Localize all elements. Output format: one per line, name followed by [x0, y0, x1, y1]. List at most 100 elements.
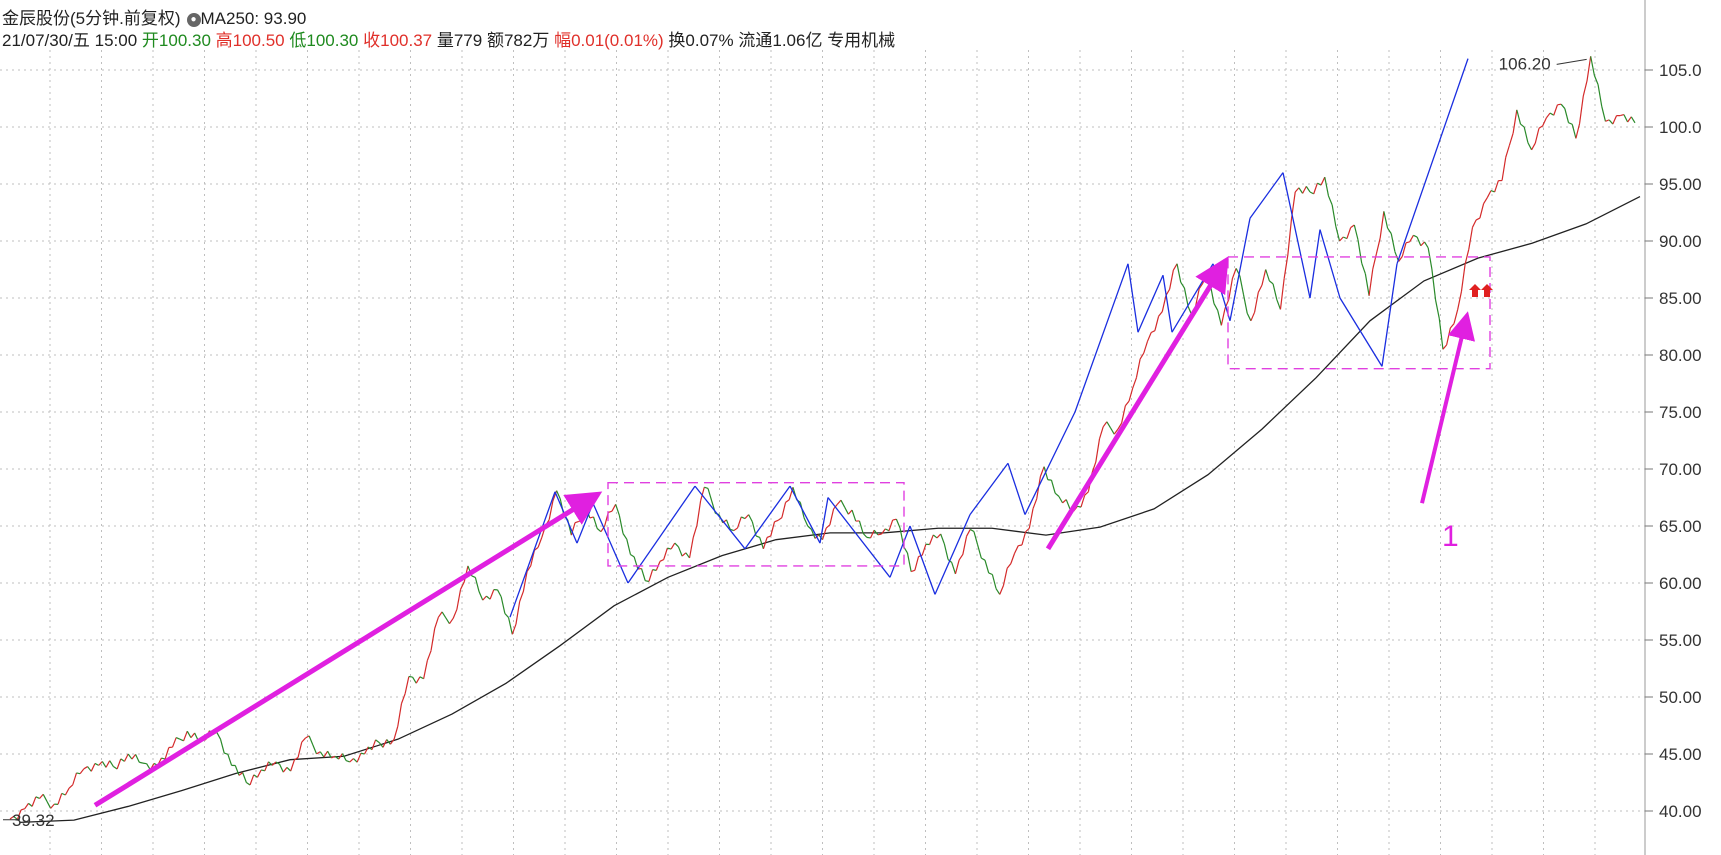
price-segment	[981, 557, 986, 561]
price-segment	[1176, 263, 1182, 283]
quote-bar: 21/07/30/五 15:00 开100.30 高100.50 低100.30…	[2, 26, 895, 51]
price-segment	[183, 730, 188, 742]
price-segment	[1098, 426, 1104, 440]
price-segment	[725, 519, 731, 530]
price-segment	[611, 504, 617, 512]
price-segment	[1401, 242, 1407, 257]
price-segment	[371, 739, 377, 750]
price-segment	[984, 560, 990, 574]
price-segment	[452, 609, 458, 619]
price-segment	[334, 755, 340, 760]
y-axis: 105.0 100.0 95.00 90.00 85.00 80.00 75.00 70.00…	[1644, 0, 1702, 855]
price-segment	[323, 750, 329, 758]
price-segment	[929, 534, 934, 545]
y-tick-label: 65.00	[1659, 517, 1702, 536]
price-segment	[615, 504, 620, 516]
turnover-value: 换0.07%	[668, 31, 734, 50]
price-segment	[618, 515, 624, 534]
price-segment	[692, 525, 698, 538]
swing-line	[1007, 463, 1026, 515]
price-segment	[415, 676, 421, 684]
price-segment	[869, 529, 875, 539]
y-tick-label: 40.00	[1659, 802, 1702, 821]
price-segment	[234, 765, 240, 776]
price-segment	[1623, 114, 1629, 123]
price-segment	[659, 559, 664, 562]
swing-line	[909, 525, 936, 595]
price-segment	[552, 490, 558, 502]
price-segment	[1590, 56, 1595, 76]
price-segment	[72, 772, 78, 785]
price-segment	[1468, 227, 1474, 250]
price-segment	[1287, 218, 1293, 255]
swing-line	[744, 485, 791, 550]
price-segment	[500, 596, 506, 614]
swing-line	[1074, 263, 1129, 413]
swing-line	[1024, 411, 1076, 515]
price-segment	[1531, 142, 1536, 151]
price-segment	[1246, 313, 1252, 322]
swing-line	[1229, 218, 1251, 321]
price-segment	[1183, 287, 1189, 307]
price-segment	[13, 815, 18, 820]
price-segment	[888, 519, 894, 531]
price-segment	[688, 537, 694, 559]
price-segment	[404, 676, 410, 694]
price-segment	[1383, 211, 1389, 229]
price-segment	[1486, 190, 1492, 198]
swing-line	[694, 485, 746, 550]
price-segment	[175, 737, 181, 740]
low-label: 低	[289, 31, 307, 50]
price-segment	[581, 507, 587, 521]
price-segment	[50, 803, 55, 809]
price-segment	[936, 533, 942, 539]
price-segment	[242, 772, 247, 783]
price-segment	[360, 752, 365, 755]
price-segment	[578, 519, 583, 523]
price-segment	[1364, 273, 1370, 296]
ma250-line	[19, 195, 1641, 824]
price-segment	[101, 761, 107, 768]
price-segment	[1605, 119, 1610, 122]
price-segment	[858, 520, 864, 534]
price-segment	[282, 767, 288, 773]
price-segment	[1139, 352, 1145, 360]
price-segment	[1150, 330, 1156, 334]
price-segment	[1627, 116, 1632, 123]
price-segment	[881, 528, 886, 535]
price-segment	[1405, 241, 1410, 244]
price-segment	[1398, 256, 1403, 262]
price-segment	[1327, 195, 1333, 206]
price-segment	[1357, 239, 1363, 264]
price-segment	[733, 527, 738, 532]
price-segment	[1560, 103, 1566, 109]
price-segment	[1586, 56, 1592, 82]
price-segment	[496, 589, 502, 598]
price-segment	[120, 758, 125, 762]
price-segment	[164, 747, 170, 760]
price-segment	[1043, 466, 1049, 480]
settings-circle-icon[interactable]: ●	[186, 12, 201, 27]
price-segment	[1239, 275, 1245, 295]
price-segment	[895, 518, 901, 529]
price-segment	[556, 490, 561, 500]
price-segment	[885, 528, 890, 532]
swing-line	[1127, 263, 1139, 333]
high-pointer	[1556, 58, 1587, 65]
stock-title: 金辰股份(5分钟.前复权)	[2, 9, 181, 28]
price-segment	[777, 517, 783, 521]
price-segment	[35, 796, 40, 800]
price-segment	[515, 601, 521, 625]
price-segment	[1014, 545, 1019, 554]
price-segment	[1028, 508, 1034, 529]
price-segment	[810, 529, 816, 539]
high-price-label: 106.20	[1499, 54, 1551, 73]
price-segment	[645, 580, 650, 583]
price-segment	[873, 529, 879, 536]
price-segment	[113, 766, 118, 770]
price-segment	[1457, 291, 1463, 310]
price-segment	[1006, 563, 1012, 569]
price-segment	[1557, 103, 1562, 106]
price-segment	[511, 624, 517, 635]
